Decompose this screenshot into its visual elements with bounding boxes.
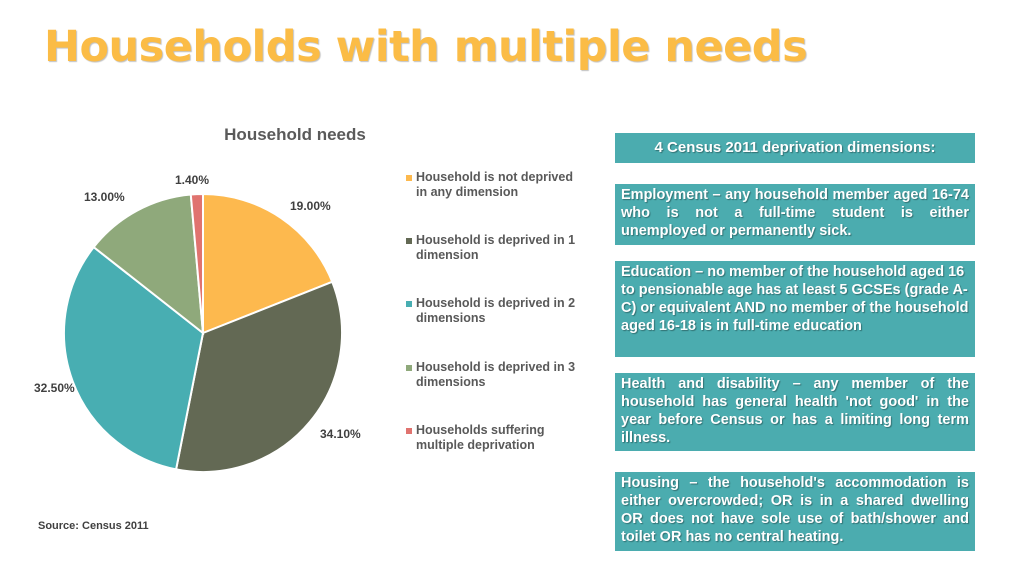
legend-swatch <box>406 428 412 434</box>
education-panel: Education – no member of the household a… <box>615 261 975 357</box>
legend-item-4: Household is deprived in 3 dimensions <box>406 360 576 390</box>
legend-item-2: Household is deprived in 1 dimension <box>406 233 576 263</box>
legend-swatch <box>406 301 412 307</box>
slice-label-3: 32.50% <box>34 381 75 395</box>
pie-slice-2 <box>174 280 343 473</box>
health-panel: Health and disability – any member of th… <box>615 373 975 451</box>
housing-panel: Housing – the household's accommodation … <box>615 472 975 551</box>
slice-label-1: 19.00% <box>290 199 331 213</box>
legend-label: Household is not deprived in any dimensi… <box>416 170 573 199</box>
legend-item-5: Households suffering multiple deprivatio… <box>406 423 576 453</box>
slice-label-4: 13.00% <box>84 190 125 204</box>
pie-slice-5 <box>189 192 204 334</box>
slice-label-2: 34.10% <box>320 427 361 441</box>
legend-swatch <box>406 175 412 181</box>
pie-chart <box>63 192 343 473</box>
legend-swatch <box>406 365 412 371</box>
legend-item-1: Household is not deprived in any dimensi… <box>406 170 576 200</box>
pie-slice-4 <box>92 193 205 336</box>
slide-title: Households with multiple needs <box>44 22 808 72</box>
source-note: Source: Census 2011 <box>38 520 149 532</box>
legend-swatch <box>406 238 412 244</box>
legend-label: Households suffering multiple deprivatio… <box>416 423 545 452</box>
chart-title: Household needs <box>224 125 366 144</box>
legend-label: Household is deprived in 2 dimensions <box>416 296 576 325</box>
dimensions-header: 4 Census 2011 deprivation dimensions: <box>615 133 975 163</box>
legend-label: Household is deprived in 1 dimension <box>416 233 576 262</box>
slice-label-5: 1.40% <box>175 173 210 187</box>
legend-item-3: Household is deprived in 2 dimensions <box>406 296 576 326</box>
legend-label: Household is deprived in 3 dimensions <box>416 360 576 389</box>
pie-slice-3 <box>63 245 205 471</box>
employment-panel: Employment – any household member aged 1… <box>615 184 975 245</box>
pie-slice-1 <box>202 192 334 335</box>
